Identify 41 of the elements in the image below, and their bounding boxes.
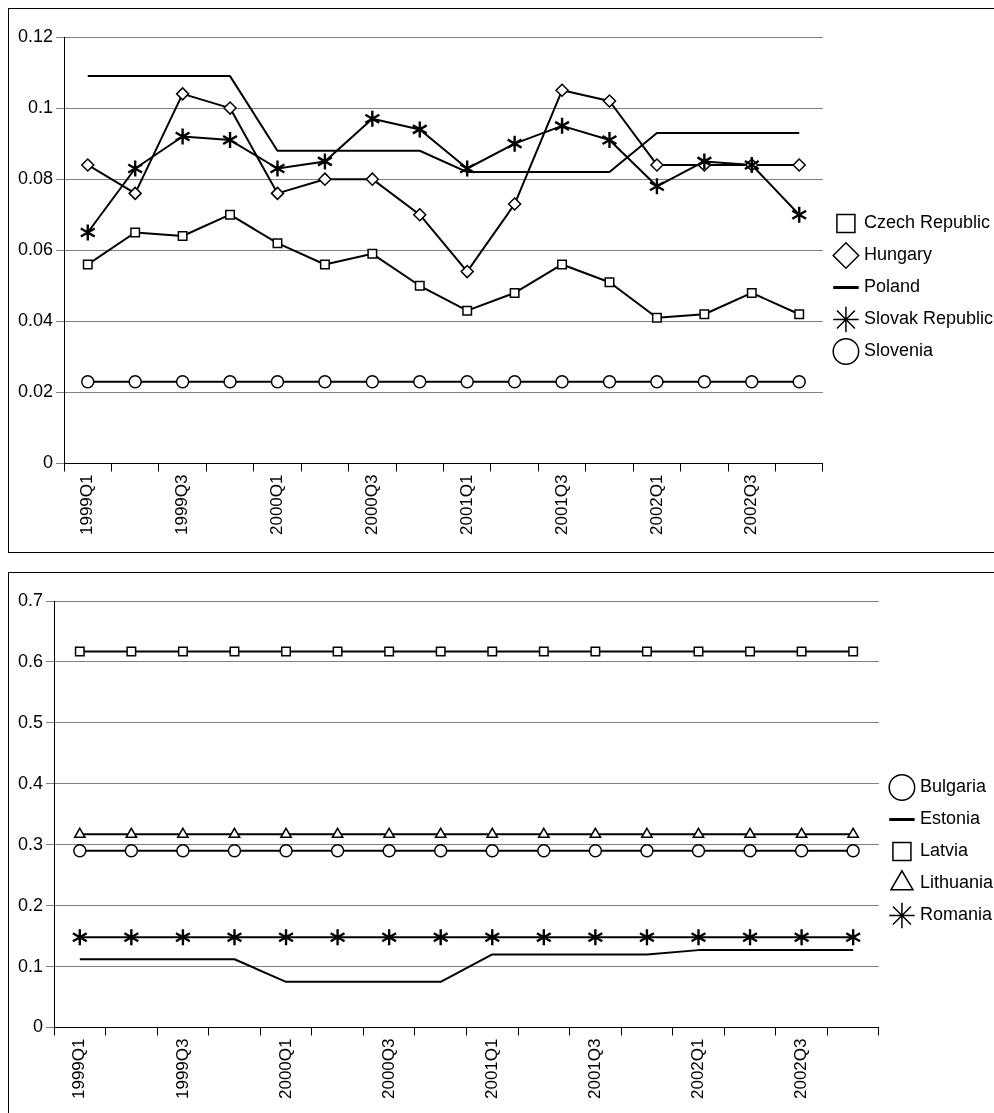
legend-label: Slovenia (863, 340, 934, 361)
legend-label: Lithuania (919, 872, 994, 893)
legend-label: Romania (919, 904, 993, 925)
x-tick-label: 2001Q1 (481, 1038, 501, 1099)
legend-label: Hungary (863, 244, 932, 265)
legend-label: Slovak Republic (863, 308, 994, 329)
legend-label: Poland (863, 276, 920, 297)
y-tick-label: 0.2 (17, 894, 44, 915)
y-tick-label: 0.02 (17, 381, 54, 402)
y-tick-label: 0.12 (17, 25, 54, 46)
y-tick-label: 0.7 (17, 589, 44, 610)
legend-label: Latvia (919, 840, 969, 861)
x-tick-label: 1999Q3 (172, 474, 192, 535)
y-tick-label: 0.08 (17, 168, 54, 189)
y-tick-label: 0.3 (17, 833, 44, 854)
x-tick-label: 2000Q3 (378, 1038, 398, 1099)
x-tick-label: 2001Q3 (551, 474, 571, 535)
x-tick-label: 1999Q3 (172, 1038, 192, 1099)
y-tick-label: 0.04 (17, 310, 54, 331)
x-tick-label: 2000Q3 (362, 474, 382, 535)
x-tick-label: 2001Q1 (456, 474, 476, 535)
y-tick-label: 0.4 (17, 772, 44, 793)
legend-label: Czech Republic (863, 212, 990, 233)
x-tick-label: 2000Q1 (267, 474, 287, 535)
y-tick-label: 0.1 (17, 955, 44, 976)
y-tick-label: 0.6 (17, 650, 44, 671)
x-tick-label: 2001Q3 (585, 1038, 605, 1099)
y-tick-label: 0.5 (17, 711, 44, 732)
legend-label: Estonia (919, 808, 981, 829)
y-tick-label: 0.1 (28, 97, 54, 118)
x-tick-label: 1999Q1 (69, 1038, 89, 1099)
y-tick-label: 0.06 (17, 239, 54, 260)
x-tick-label: 2002Q3 (791, 1038, 811, 1099)
x-tick-label: 2000Q1 (275, 1038, 295, 1099)
y-tick-label: 0 (33, 1016, 44, 1037)
x-tick-label: 2002Q1 (646, 474, 666, 535)
y-tick-label: 0 (43, 452, 54, 473)
x-tick-label: 2002Q1 (688, 1038, 708, 1099)
legend-label: Bulgaria (919, 776, 987, 797)
x-tick-label: 1999Q1 (77, 474, 97, 535)
x-tick-label: 2002Q3 (741, 474, 761, 535)
